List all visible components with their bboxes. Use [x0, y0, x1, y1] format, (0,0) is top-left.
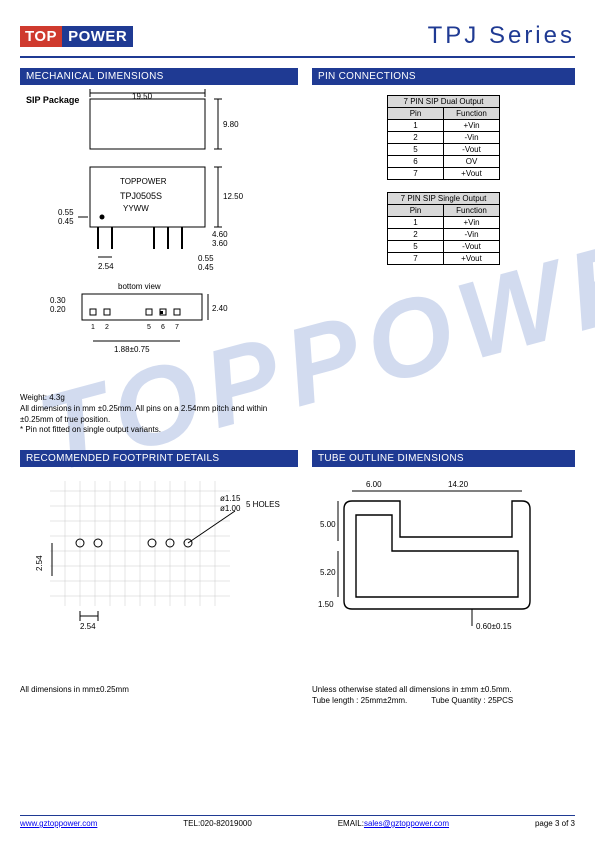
svg-text:0.60±0.15: 0.60±0.15 [476, 622, 512, 631]
svg-text:2.54: 2.54 [35, 555, 44, 571]
svg-text:5 HOLES: 5 HOLES [246, 500, 280, 509]
tube-note2b: Tube Quantity : 25PCS [431, 696, 513, 707]
svg-text:6.00: 6.00 [366, 480, 382, 489]
footprint-note: All dimensions in mm±0.25mm [20, 685, 298, 696]
footprint-drawing: ø1.15 ø1.00 5 HOLES 2.54 2.54 [20, 471, 298, 681]
svg-text:ø1.15: ø1.15 [220, 494, 241, 503]
logo-top: TOP [20, 26, 62, 47]
svg-text:5.00: 5.00 [320, 520, 336, 529]
tube-note2a: Tube length : 25mm±2mm. [312, 696, 407, 707]
tube-drawing: 6.00 14.20 5.00 5.20 1.50 0.60±0.15 [312, 471, 575, 681]
svg-text:14.20: 14.20 [448, 480, 469, 489]
svg-text:ø1.00: ø1.00 [220, 504, 241, 513]
svg-text:TOPPOWER: TOPPOWER [120, 177, 167, 186]
svg-text:0.55: 0.55 [58, 208, 74, 217]
section-mech: MECHANICAL DIMENSIONS [20, 68, 298, 85]
dual-caption: 7 PIN SIP Dual Output [388, 96, 500, 108]
svg-text:6: 6 [161, 324, 165, 331]
bottom-row: RECOMMENDED FOOTPRINT DETAILS [20, 450, 575, 707]
dim-note1: All dimensions in mm ±0.25mm. All pins o… [20, 404, 298, 426]
svg-text:bottom view: bottom view [118, 282, 161, 291]
hdr-func: Function [444, 108, 500, 120]
series-title: TPJ Series [428, 22, 575, 50]
footer-url[interactable]: www.gztoppower.com [20, 819, 97, 828]
svg-text:0.30: 0.30 [50, 296, 66, 305]
svg-text:YYWW: YYWW [123, 204, 149, 213]
header-rule [20, 56, 575, 58]
svg-text:9.80: 9.80 [223, 120, 239, 129]
dim-note2: * Pin not fitted on single output varian… [20, 425, 298, 436]
section-tube: TUBE OUTLINE DIMENSIONS [312, 450, 575, 467]
weight-note: Weight: 4.3g [20, 393, 298, 404]
footprint-col: RECOMMENDED FOOTPRINT DETAILS [20, 450, 298, 707]
svg-text:0.45: 0.45 [58, 217, 74, 226]
svg-text:19.50: 19.50 [132, 92, 153, 101]
mech-drawing: SIP Package 19.50 9.80 TOPPOWER [20, 89, 298, 389]
sip-label: SIP Package [26, 95, 79, 105]
svg-text:7: 7 [175, 324, 179, 331]
hdr-pin: Pin [388, 108, 444, 120]
header: TOP POWER TPJ Series [20, 22, 575, 50]
svg-text:2.54: 2.54 [80, 622, 96, 631]
svg-text:2.54: 2.54 [98, 262, 114, 271]
footer-email[interactable]: sales@gztoppower.com [364, 819, 449, 828]
svg-text:5.20: 5.20 [320, 568, 336, 577]
logo: TOP POWER [20, 24, 133, 48]
page: TOP POWER TPJ Series MECHANICAL DIMENSIO… [0, 0, 595, 842]
single-caption: 7 PIN SIP Single Output [388, 193, 500, 205]
svg-text:1.50: 1.50 [318, 600, 334, 609]
svg-text:4.60: 4.60 [212, 230, 228, 239]
svg-text:3.60: 3.60 [212, 239, 228, 248]
footer: www.gztoppower.com TEL:020-82019000 EMAI… [20, 819, 575, 828]
mechanical-col: MECHANICAL DIMENSIONS SIP Package 19.50 … [20, 68, 298, 436]
svg-text:TPJ0505S: TPJ0505S [120, 191, 162, 201]
tube-note1: Unless otherwise stated all dimensions i… [312, 685, 575, 696]
svg-text:5: 5 [147, 324, 151, 331]
pin-table-dual: 7 PIN SIP Dual Output PinFunction 1+Vin … [387, 95, 500, 180]
section-pins: PIN CONNECTIONS [312, 68, 575, 85]
section-footprint: RECOMMENDED FOOTPRINT DETAILS [20, 450, 298, 467]
svg-text:1.88±0.75: 1.88±0.75 [114, 345, 150, 354]
top-row: MECHANICAL DIMENSIONS SIP Package 19.50 … [20, 68, 575, 436]
svg-text:12.50: 12.50 [223, 192, 244, 201]
pin-col: PIN CONNECTIONS 7 PIN SIP Dual Output Pi… [312, 68, 575, 436]
tube-col: TUBE OUTLINE DIMENSIONS 6.00 14.20 5.00 … [312, 450, 575, 707]
footer-rule [20, 815, 575, 817]
footer-email-wrap: EMAIL:sales@gztoppower.com [338, 819, 449, 828]
svg-text:1: 1 [91, 324, 95, 331]
svg-text:0.45: 0.45 [198, 263, 214, 272]
tube-notes: Unless otherwise stated all dimensions i… [312, 685, 575, 707]
svg-text:0.20: 0.20 [50, 305, 66, 314]
mech-notes: Weight: 4.3g All dimensions in mm ±0.25m… [20, 393, 298, 436]
svg-text:2.40: 2.40 [212, 304, 228, 313]
pin-table-single: 7 PIN SIP Single Output PinFunction 1+Vi… [387, 192, 500, 265]
svg-text:0.55: 0.55 [198, 254, 214, 263]
footer-tel: TEL:020-82019000 [183, 819, 252, 828]
logo-power: POWER [62, 26, 133, 47]
svg-text:2: 2 [105, 324, 109, 331]
footer-page: page 3 of 3 [535, 819, 575, 828]
